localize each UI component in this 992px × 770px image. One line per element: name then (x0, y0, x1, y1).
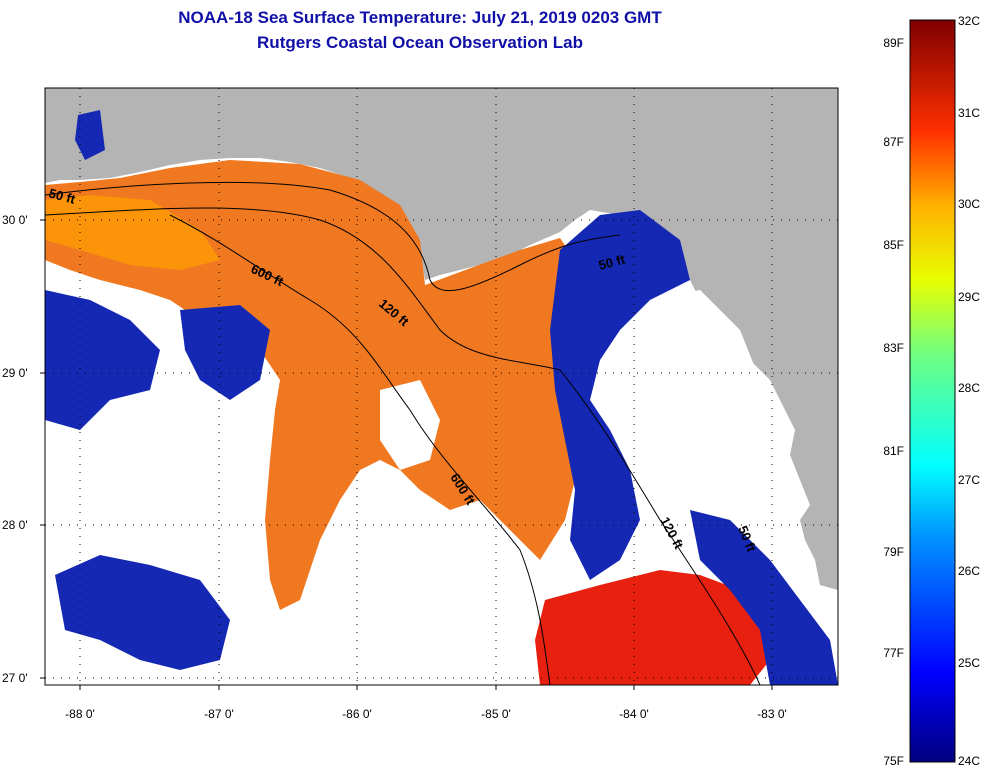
lat-tick-label: 28 0' (2, 518, 28, 532)
colorbar-f-label: 75F (883, 754, 904, 768)
colorbar-c-label: 28C (958, 381, 980, 395)
cool-water-east (690, 510, 838, 685)
lon-tick-label: -88 0' (65, 707, 95, 721)
title-line-2: Rutgers Coastal Ocean Observation Lab (257, 33, 583, 52)
cloud-patch-3 (120, 410, 250, 550)
cool-water-sw (55, 555, 230, 670)
colorbar-f-label: 85F (883, 238, 904, 252)
cool-water-north (550, 210, 690, 580)
colorbar-c-label: 29C (958, 290, 980, 304)
isobath-label: 50 ft (47, 185, 77, 207)
warm-water (45, 160, 575, 610)
map-frame (44, 87, 839, 686)
colorbar-c-label: 25C (958, 656, 980, 670)
lat-tick-label: 27 0' (2, 671, 28, 685)
colorbar-f-label: 89F (883, 36, 904, 50)
lat-tick-label: 30 0' (2, 213, 28, 227)
cool-water-west (45, 290, 160, 430)
mild-water (45, 195, 220, 270)
colorbar: 89F 87F 85F 83F 81F 79F 77F 75F 32C 31C … (883, 14, 980, 768)
isobath-contours (45, 181, 761, 685)
lon-tick-label: -85 0' (481, 707, 511, 721)
lon-tick-label: -86 0' (342, 707, 372, 721)
latitude-axis: 30 0' 29 0' 28 0' 27 0' (2, 213, 45, 685)
colorbar-f-label: 81F (883, 444, 904, 458)
lon-tick-label: -87 0' (204, 707, 234, 721)
colorbar-c-label: 31C (958, 106, 980, 120)
colorbar-c-label: 27C (958, 473, 980, 487)
colorbar-ramp (909, 19, 956, 763)
colorbar-c-label: 24C (958, 754, 980, 768)
cloud-patch-1 (380, 380, 440, 470)
lat-tick-label: 29 0' (2, 366, 28, 380)
lon-tick-label: -84 0' (619, 707, 649, 721)
colorbar-c-label: 32C (958, 14, 980, 28)
isobath-label: 50 ft (597, 251, 627, 273)
colorbar-c-label: 26C (958, 564, 980, 578)
cool-water-nw (75, 110, 105, 160)
longitude-axis: -88 0' -87 0' -86 0' -85 0' -84 0' -83 0… (65, 685, 787, 721)
colorbar-f-label: 79F (883, 545, 904, 559)
cool-water-mid (180, 305, 270, 400)
colorbar-f-label: 77F (883, 646, 904, 660)
colorbar-f-label: 83F (883, 341, 904, 355)
colorbar-c-label: 30C (958, 197, 980, 211)
lon-tick-label: -83 0' (757, 707, 787, 721)
colorbar-f-label: 87F (883, 135, 904, 149)
cloud-patch-2 (640, 290, 780, 490)
title-line-1: NOAA-18 Sea Surface Temperature: July 21… (178, 8, 662, 27)
